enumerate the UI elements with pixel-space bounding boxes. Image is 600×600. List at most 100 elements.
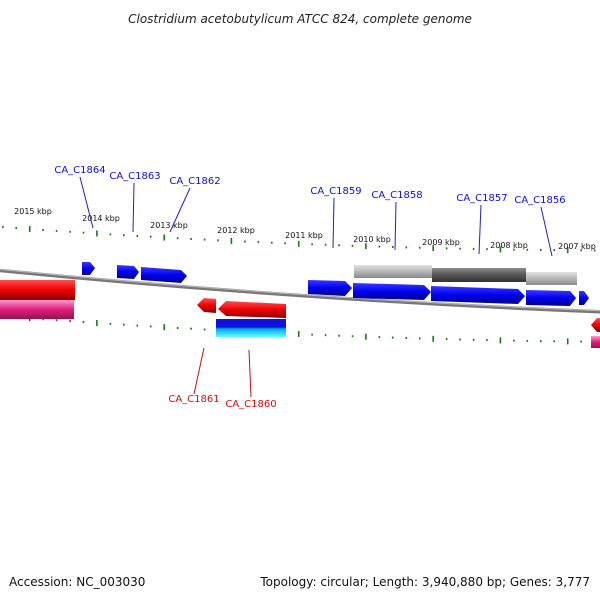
major-tick-top [96,230,98,237]
minor-tick-bottom [351,335,354,338]
major-tick-top [163,234,165,241]
gene-arrow-ca-c1862[interactable] [141,267,187,283]
minor-tick-top [149,235,152,238]
minor-tick-bottom [311,333,313,336]
minor-tick-top [445,247,448,250]
minor-tick-top [378,245,381,248]
major-tick-top [28,226,31,233]
dark-feature[interactable] [432,268,526,282]
red-feature-left-edge[interactable] [0,280,75,300]
gene-label[interactable]: CA_C1861 [168,394,219,405]
major-tick-bottom [499,337,502,344]
gene-leader-line [193,347,205,395]
minor-tick-top [190,237,192,240]
gene-arrow-ca-c1856[interactable] [526,290,576,306]
major-tick-bottom [96,320,98,326]
cyan-feature[interactable] [216,319,286,337]
major-tick-bottom [566,338,569,345]
gene-arrow-edge-right[interactable] [579,291,589,305]
minor-tick-top [82,231,85,234]
major-tick-bottom [365,333,367,340]
gene-label[interactable]: CA_C1856 [514,195,565,206]
pink-feature-left-edge[interactable] [0,300,74,319]
tick-label: 2012 kbp [217,226,255,235]
minor-tick-bottom [149,325,152,328]
tick-label: 2011 kbp [285,231,323,240]
minor-tick-top [338,244,340,247]
gene-label[interactable]: CA_C1864 [54,165,105,176]
minor-tick-bottom [553,340,555,343]
gene-leader-line [394,201,397,251]
minor-tick-bottom [418,337,421,340]
minor-tick-top [405,246,408,249]
tick-label: 2009 kbp [422,238,460,247]
gene-leader-line [132,182,135,233]
minor-tick-bottom [176,327,179,329]
minor-tick-bottom [472,338,475,341]
major-tick-top [297,240,300,247]
minor-tick-bottom [338,334,340,337]
minor-tick-bottom [540,340,542,343]
minor-tick-top [486,248,488,251]
gene-leader-line [169,187,191,233]
gene-label[interactable]: CA_C1857 [456,193,507,204]
major-tick-top [566,247,569,254]
gray-feature-left[interactable] [354,265,432,278]
minor-tick-top [257,241,260,244]
minor-tick-bottom [123,323,125,326]
feature-track-gray [354,265,577,285]
minor-tick-top [472,247,475,250]
gene-arrow-ca-c1859[interactable] [308,280,352,296]
gene-arrow-ca-c1864[interactable] [82,262,95,275]
major-tick-bottom [163,324,165,331]
minor-tick-top [418,246,421,249]
minor-tick-top [580,249,582,252]
minor-tick-bottom [190,327,192,330]
tick-label: 2014 kbp [82,214,120,223]
minor-tick-top [176,237,179,240]
gene-arrow-ca-c1861[interactable] [197,298,216,313]
tick-label: 2010 kbp [353,235,391,244]
major-tick-bottom [297,331,300,337]
minor-tick-top [311,243,313,246]
red-feature-right-edge[interactable] [591,318,600,332]
minor-tick-bottom [526,339,529,342]
minor-tick-top [540,249,542,251]
major-tick-bottom [432,335,434,342]
minor-tick-top [42,229,44,231]
minor-tick-bottom [82,321,85,324]
minor-tick-bottom [486,339,488,342]
minor-tick-top [203,238,206,241]
minor-tick-top [392,246,394,248]
genome-summary-text: Topology: circular; Length: 3,940,880 bp… [260,575,590,589]
minor-tick-top [109,233,112,236]
gene-label[interactable]: CA_C1862 [169,176,220,187]
accession-text: Accession: NC_003030 [9,575,146,589]
reverse-genes [0,280,600,348]
minor-tick-top [2,226,4,229]
gene-arrow-ca-c1858[interactable] [353,283,431,300]
tick-track-top [2,226,596,254]
pink-feature-right-edge[interactable] [591,336,600,348]
tick-label: 2007 kbp [558,242,596,251]
gene-label[interactable]: CA_C1858 [371,190,422,201]
minor-tick-top [136,235,139,237]
minor-tick-top [15,227,17,230]
genome-title: Clostridium acetobutylicum ATCC 824, com… [128,12,472,26]
minor-tick-top [593,249,596,252]
minor-tick-bottom [459,338,461,341]
minor-tick-bottom [445,338,448,341]
gene-label[interactable]: CA_C1860 [225,399,276,410]
gene-leader-line [332,197,335,249]
tick-label: 2013 kbp [150,221,188,230]
gray-feature-right[interactable] [526,272,577,285]
gene-arrow-ca-c1860[interactable] [218,301,286,318]
minor-tick-bottom [69,320,71,323]
gene-arrow-ca-c1863[interactable] [117,265,139,279]
minor-tick-bottom [42,318,44,321]
gene-label[interactable]: CA_C1859 [310,186,361,197]
gene-arrow-ca-c1857[interactable] [431,286,525,304]
minor-tick-bottom [513,339,515,342]
gene-label[interactable]: CA_C1863 [109,171,160,182]
